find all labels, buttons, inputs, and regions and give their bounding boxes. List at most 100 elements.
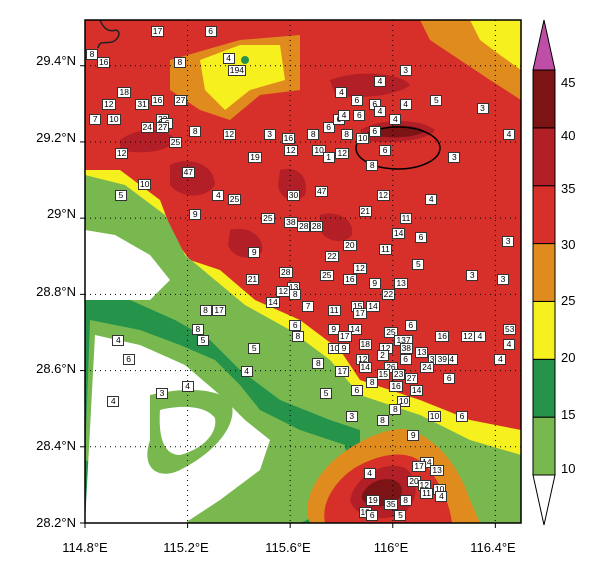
station-value-label: 8 <box>291 331 304 343</box>
x-tick-label: 116.4°E <box>470 540 516 555</box>
station-value-label: 13 <box>430 464 444 476</box>
station-value-label: 25 <box>384 327 398 339</box>
station-value-label: 6 <box>350 95 363 107</box>
station-value-label: 6 <box>404 319 417 331</box>
colorbar-tick-label: 30 <box>561 237 576 252</box>
station-value-label: 25 <box>227 194 242 206</box>
station-value-label: 31 <box>135 98 149 110</box>
station-value-label: 4 <box>363 468 376 480</box>
station-value-label: 17 <box>335 365 349 377</box>
station-value-label: 27 <box>173 95 188 107</box>
x-tick-label: 116°E <box>373 540 409 555</box>
station-value-label: 17 <box>353 308 367 320</box>
station-value-label: 14 <box>409 384 424 396</box>
station-value-label: 6 <box>322 121 335 133</box>
station-value-label: 3 <box>502 236 515 247</box>
station-value-label: 4 <box>373 75 386 87</box>
station-value-label: 8 <box>86 49 98 61</box>
colorbar-tick-label: 45 <box>561 75 576 90</box>
station-value-label: 12 <box>461 331 475 343</box>
station-value-label: 6 <box>366 510 379 522</box>
station-value-label: 10 <box>107 114 121 126</box>
colorbar-segment <box>532 416 556 476</box>
station-value-label: 35 <box>384 498 398 510</box>
station-value-label: 10 <box>355 133 370 145</box>
station-value-label: 3 <box>497 274 510 286</box>
station-value-label: 4 <box>112 335 125 347</box>
station-value-label: 30 <box>286 190 301 202</box>
station-value-label: 4 <box>399 98 412 110</box>
station-value-label: 21 <box>245 274 260 286</box>
colorbar-tick-label: 25 <box>561 293 576 308</box>
station-value-label: 10 <box>312 144 326 156</box>
station-value-label: 14 <box>348 323 362 335</box>
station-value-label: 18 <box>117 87 131 99</box>
station-value-label: 4 <box>338 110 351 122</box>
station-value-label: 5 <box>248 342 261 354</box>
y-tick-label: 29.2°N <box>36 130 76 145</box>
station-value-label: 4 <box>435 491 448 503</box>
station-value-label: 6 <box>379 144 392 156</box>
map-frame <box>84 19 522 524</box>
y-tick-label: 28.6°N <box>36 361 76 376</box>
station-value-label: 28 <box>297 220 311 232</box>
station-value-label: 3 <box>476 102 489 114</box>
station-value-label: 1 <box>322 152 335 164</box>
station-value-label: 12 <box>276 285 290 297</box>
station-value-label: 9 <box>189 209 202 221</box>
colorbar-segment <box>532 358 556 418</box>
station-value-label: 4 <box>373 106 386 118</box>
station-value-label: 194 <box>227 64 246 76</box>
station-value-label: 9 <box>368 277 381 289</box>
station-value-label: 5 <box>430 95 443 107</box>
station-value-label: 8 <box>366 377 379 388</box>
station-value-label: 12 <box>353 262 367 274</box>
station-value-label: 11 <box>379 243 392 255</box>
station-value-label: 16 <box>281 133 296 145</box>
station-value-label: 16 <box>96 56 111 68</box>
station-value-label: 26 <box>384 361 398 373</box>
station-value-label: 8 <box>376 415 389 427</box>
station-value-label: 6 <box>350 384 363 396</box>
station-value-label: 7 <box>302 300 315 312</box>
colorbar-segment <box>532 300 556 360</box>
station-value-label: 10 <box>137 178 152 190</box>
station-value-label: 4 <box>222 53 235 65</box>
station-value-label: 47 <box>314 186 329 198</box>
station-value-label: 5 <box>114 190 127 202</box>
station-value-label: 8 <box>399 495 412 507</box>
station-value-label: 17 <box>150 26 165 38</box>
station-value-label: 4 <box>494 354 507 366</box>
station-value-label: 4 <box>181 380 194 392</box>
station-value-label: 14 <box>391 228 406 240</box>
y-tick-label: 28.2°N <box>36 515 76 530</box>
station-value-label: 5 <box>196 335 209 347</box>
station-value-label: 22 <box>325 251 339 263</box>
x-tick-label: 115.2°E <box>163 540 209 555</box>
station-value-label: 7 <box>89 114 102 126</box>
y-tick-label: 28.8°N <box>36 284 76 299</box>
station-value-label: 17 <box>338 331 352 343</box>
station-value-label: 8 <box>189 125 202 137</box>
station-value-label: 25 <box>261 213 275 225</box>
station-value-label: 27 <box>155 121 170 133</box>
station-value-label: 25 <box>320 270 334 282</box>
station-value-label: 14 <box>266 296 280 308</box>
axis-ticks <box>80 65 496 528</box>
station-value-label: 12 <box>335 148 349 160</box>
station-value-label: 9 <box>338 342 351 354</box>
station-value-label: 16 <box>343 274 357 286</box>
station-value-label: 8 <box>340 129 353 141</box>
station-value-label: 9 <box>248 247 261 259</box>
colorbar-tick-label: 40 <box>561 128 576 143</box>
station-value-label: 12 <box>222 129 237 141</box>
station-value-label: 24 <box>420 361 434 373</box>
station-value-label: 3 <box>448 152 461 164</box>
station-value-label: 47 <box>181 167 196 179</box>
station-value-label: 11 <box>420 487 433 499</box>
station-value-label: 16 <box>150 95 165 107</box>
station-value-label: 6 <box>353 110 366 122</box>
station-value-label: 6 <box>289 319 302 331</box>
station-value-label: 3 <box>263 129 276 141</box>
station-value-label: 4 <box>425 194 438 206</box>
